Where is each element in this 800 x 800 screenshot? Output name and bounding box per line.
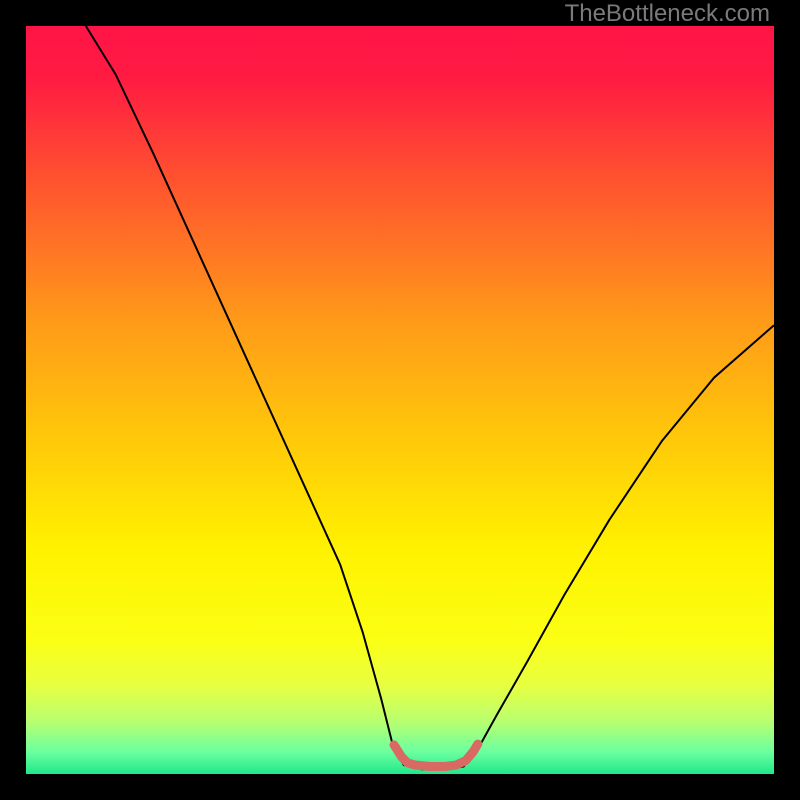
- curve-layer: [26, 26, 774, 774]
- plot-area: [26, 26, 774, 774]
- watermark-text: TheBottleneck.com: [565, 0, 770, 28]
- bottleneck-curve: [86, 26, 774, 770]
- highlight-segment: [394, 744, 478, 766]
- chart-container: TheBottleneck.com: [0, 0, 800, 800]
